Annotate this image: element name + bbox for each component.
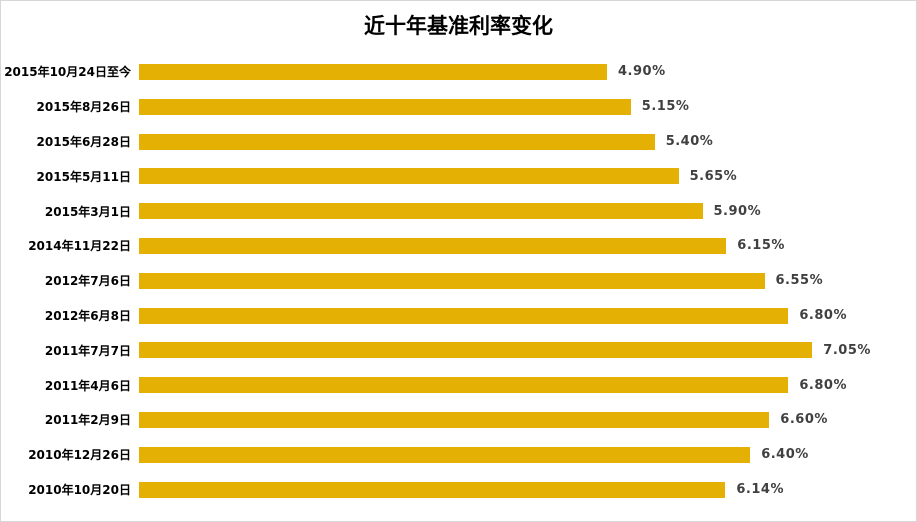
bar-row: 2015年5月11日 5.65% [1,159,916,194]
bar [139,98,631,115]
value-label: 6.14% [736,482,784,498]
category-label: 2014年11月22日 [28,239,131,254]
value-label: 6.80% [799,308,847,324]
value-label: 5.40% [665,134,714,150]
bar [139,411,770,428]
bar [139,446,751,463]
value-label: 6.80% [799,377,847,393]
category-label: 2015年8月26日 [36,100,131,115]
bar [139,481,726,498]
category-label: 2012年7月6日 [44,274,131,289]
bar-row: 2015年8月26日 5.15% [1,89,916,124]
bar [139,272,765,289]
bar [139,342,813,359]
value-label: 5.15% [641,99,690,115]
category-label: 2011年7月7日 [44,343,131,358]
bar [139,168,679,185]
value-label: 4.90% [618,64,666,80]
value-label: 6.40% [761,447,809,463]
bar [139,237,727,254]
category-label: 2011年2月9日 [44,413,131,428]
category-label: 2015年10月24日至今 [4,65,131,80]
category-label: 2011年4月6日 [44,378,131,393]
bar [139,307,789,324]
bar-row: 2015年6月28日 5.40% [1,124,916,159]
bar-row: 2011年4月6日 6.80% [1,368,916,403]
bar-row: 2015年3月1日 5.90% [1,194,916,229]
bar-row: 2014年11月22日 6.15% [1,229,916,264]
bar-row: 2011年7月7日 7.05% [1,333,916,368]
bar-row: 2011年2月9日 6.60% [1,403,916,438]
bar-row: 2010年12月26日 6.40% [1,437,916,472]
bar [139,63,607,80]
category-label: 2012年6月8日 [44,309,131,324]
bar-row: 2012年6月8日 6.80% [1,298,916,333]
value-label: 5.65% [689,168,738,184]
value-label: 6.15% [737,238,785,254]
bar [139,377,789,394]
value-label: 5.90% [713,203,762,219]
chart-plot-area: 2015年10月24日至今 4.90% 2015年8月26日 5.15% 2015年6月… [1,55,916,507]
bar [139,133,655,150]
value-label: 6.60% [780,412,828,428]
value-label: 7.05% [823,342,871,358]
bar [139,203,703,220]
bar-row: 2010年10月20日 6.14% [1,472,916,507]
category-label: 2015年6月28日 [36,135,131,150]
value-label: 6.55% [775,273,824,289]
bar-row: 2012年7月6日 6.55% [1,263,916,298]
category-label: 2010年12月26日 [28,448,131,463]
category-label: 2015年3月1日 [44,204,131,219]
chart-title: 近十年基准利率变化 [364,14,553,38]
category-label: 2010年10月20日 [28,483,131,498]
bar-row: 2015年10月24日至今 4.90% [1,55,916,90]
category-label: 2015年5月11日 [36,169,131,184]
